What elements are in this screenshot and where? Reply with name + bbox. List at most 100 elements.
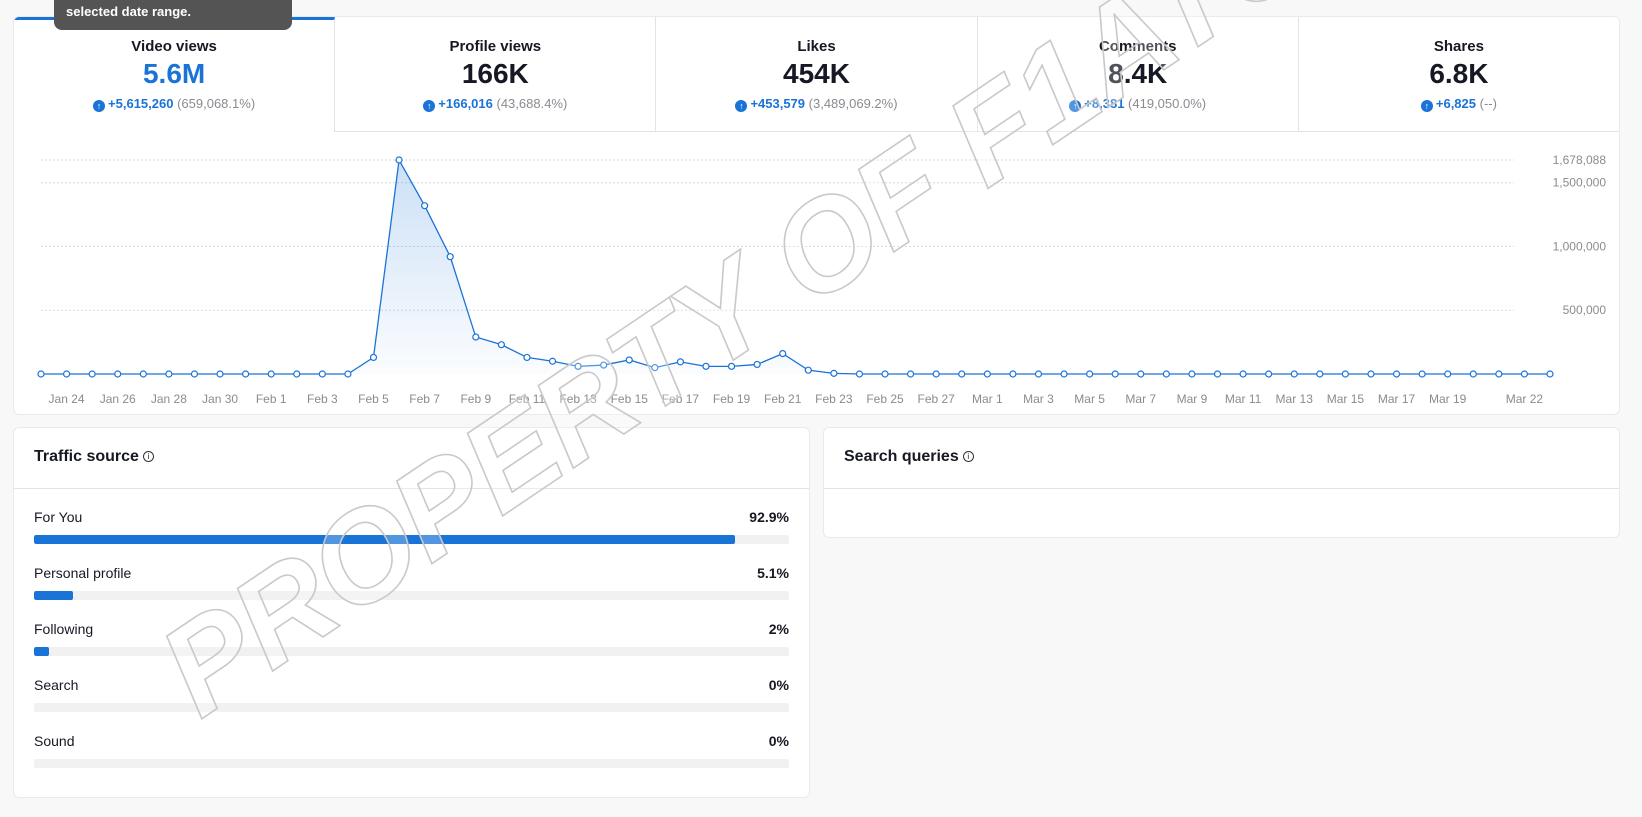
data-point [421,202,429,210]
tab-value: 8.4K [1108,58,1168,89]
change-absolute: +6,825 [1435,96,1476,111]
tab-label: Likes [797,38,836,55]
arrow-up-icon: ↑ [1069,100,1082,112]
info-icon[interactable]: i [962,451,974,462]
x-tick-label: Feb 5 [358,392,389,406]
tab-change: ↑ +166,016 (43,688.4%) [335,96,655,112]
change-absolute: +453,579 [750,96,806,111]
tab-shares[interactable]: Shares 6.8K ↑ +6,825 (--) [1298,17,1619,132]
data-point [88,370,96,378]
progress-track [34,703,789,712]
tab-value: 166K [461,58,529,89]
data-point [1520,370,1529,378]
data-point [1290,370,1298,378]
y-tick-label: 1,500,000 [1553,176,1607,190]
tab-label: Shares [1433,38,1484,55]
tab-label: Video views [131,38,217,55]
data-point [1546,370,1554,378]
arrow-up-icon: ↑ [735,100,748,112]
data-point [600,361,608,369]
change-percent: (419,050.0%) [1128,96,1207,111]
data-point [651,364,659,372]
tab-change: ↑ +8,381 (419,050.0%) [978,96,1298,112]
data-point [727,362,736,370]
y-tick-label: 1,000,000 [1553,239,1607,253]
tab-likes[interactable]: Likes 454K ↑ +453,579 (3,489,069.2%) [656,17,978,132]
tab-change: ↑ +5,615,260 (659,068.1%) [14,96,334,112]
source-percent: 0% [768,733,789,749]
source-name: For You [34,509,83,525]
tab-comments[interactable]: Comments 8.4K ↑ +8,381 (419,050.0%) [977,17,1299,132]
source-percent: 2% [768,621,789,637]
data-point [1034,370,1043,378]
data-point [242,370,250,378]
data-point [1060,370,1068,378]
views-chart[interactable]: 500,000 1,000,000 1,500,000 1,678,088 Jan 2… [14,132,1619,414]
data-point [906,370,915,378]
x-tick-label: Feb 3 [307,392,338,406]
x-tick-label: Mar 17 [1378,392,1416,406]
metric-tabs: Video views 5.6M ↑ +5,615,260 (659,068.1%… [14,17,1619,132]
data-point [190,370,199,378]
tab-change: ↑ +453,579 (3,489,069.2%) [656,96,976,112]
data-point [830,369,838,377]
data-point [702,362,710,370]
tooltip: selected date range. [54,0,292,30]
change-percent: (--) [1479,96,1497,111]
data-point [267,370,275,378]
x-tick-label: Mar 3 [1023,392,1054,406]
x-tick-label: Mar 5 [1074,392,1105,406]
tab-change: ↑ +6,825 (--) [1299,96,1619,112]
x-tick-label: Mar 7 [1125,392,1156,406]
x-tick-label: Feb 15 [611,392,649,406]
tab-label: Comments [1098,38,1177,55]
data-point [395,156,403,164]
data-point [446,253,454,261]
progress-track [34,591,789,600]
data-point [574,362,582,370]
progress-track [34,535,789,544]
data-point [62,370,71,378]
progress-track [34,647,789,656]
change-absolute: +5,615,260 [108,96,174,111]
data-point [1316,370,1324,378]
y-tick-label: 1,678,088 [1553,153,1607,167]
data-point [344,370,352,378]
progress-track [34,759,789,768]
source-name: Sound [34,733,75,749]
source-percent: 0% [768,677,789,693]
data-point [497,341,505,349]
x-tick-label: Mar 15 [1327,392,1365,406]
source-percent: 92.9% [749,509,789,525]
data-point [881,370,889,378]
x-tick-label: Feb 19 [713,392,751,406]
traffic-source-title: Traffic source [34,448,139,465]
data-point [958,370,966,378]
x-tick-label: Feb 11 [509,392,546,406]
data-point [855,370,864,378]
x-tick-label: Feb 25 [866,392,904,406]
tab-value: 454K [783,58,850,89]
x-tick-label: Jan 26 [100,392,136,406]
source-percent: 5.1% [757,565,789,581]
data-point [523,353,531,362]
list-item: Personal profile 5.1% [34,565,789,621]
x-tick-label: Feb 7 [409,392,440,406]
change-absolute: +8,381 [1084,96,1125,111]
tab-value: 6.8K [1429,58,1489,89]
data-point [1469,370,1477,378]
tab-label: Profile views [449,38,542,55]
tab-video-views[interactable]: Video views 5.6M ↑ +5,615,260 (659,068.1%… [14,17,336,132]
data-point [753,360,761,369]
info-icon[interactable]: i [142,451,154,462]
source-name: Search [34,677,79,693]
change-percent: (3,489,069.2%) [808,96,898,111]
series-line [41,157,1550,375]
data-point [1341,370,1349,378]
data-point [472,333,480,341]
progress-bar [34,591,73,600]
tab-profile-views[interactable]: Profile views 166K ↑ +166,016 (43,688.4%) [335,17,657,132]
x-tick-label: Jan 28 [151,392,187,406]
data-point [1188,370,1196,378]
x-tick-label: Jan 30 [202,392,238,406]
